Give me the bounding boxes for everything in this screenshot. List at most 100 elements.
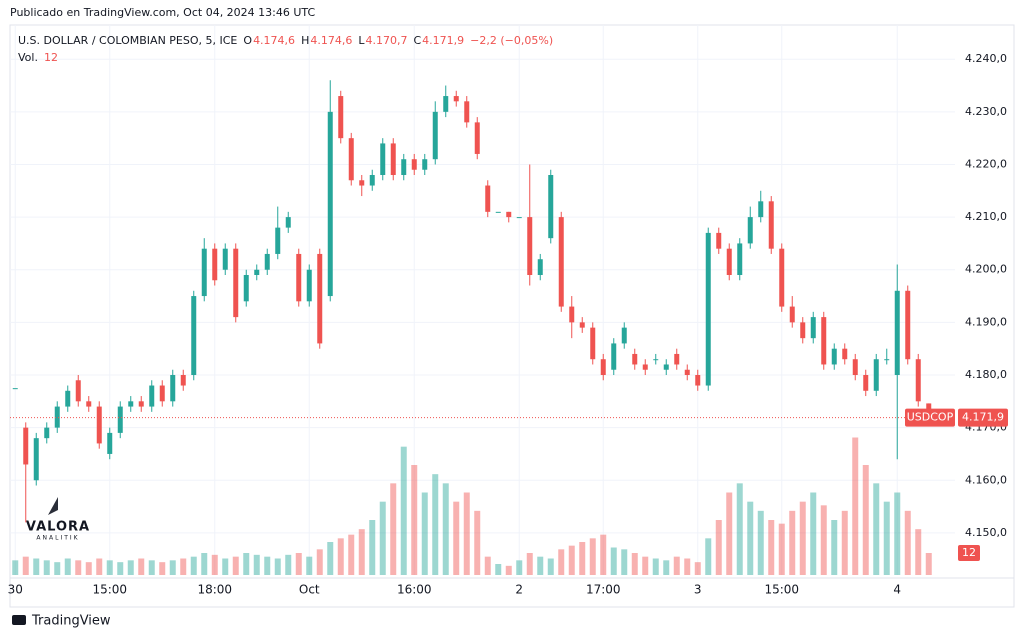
volume-bar — [736, 483, 743, 575]
candle-body — [75, 380, 81, 402]
candle-body — [684, 369, 690, 375]
candle-body — [464, 101, 470, 123]
candle-body — [107, 432, 113, 454]
x-tick-label: 3 — [694, 583, 702, 597]
volume-bar — [820, 505, 827, 575]
candle-body — [558, 217, 564, 307]
volume-bar — [253, 554, 260, 575]
candle-body — [432, 111, 438, 160]
volume-bar — [505, 565, 512, 575]
candle-body — [632, 353, 638, 365]
candle-body — [915, 359, 921, 402]
logo-subtext: ANALITIK — [36, 535, 79, 542]
ohlc-value: 4.171,9 — [422, 34, 464, 47]
x-tick-label: 17:00 — [586, 583, 621, 597]
volume-bar — [789, 510, 796, 575]
symbol-title: U.S. DOLLAR / COLOMBIAN PESO, 5, ICE — [18, 34, 237, 47]
candle-body — [422, 159, 428, 170]
volume-bar — [463, 492, 470, 575]
volume-bar — [526, 553, 533, 575]
candle-body — [747, 217, 753, 244]
volume-title: Vol. — [18, 51, 38, 64]
candle-body — [663, 364, 669, 370]
candle-body — [873, 359, 879, 391]
candle-body — [86, 401, 92, 407]
candle-body — [233, 248, 239, 318]
frame — [9, 24, 1015, 608]
candle-body — [443, 96, 449, 112]
candle-body — [180, 375, 186, 386]
candle-body — [852, 359, 858, 375]
candle-body — [674, 353, 680, 365]
candle-body — [453, 96, 459, 102]
volume-bar — [894, 492, 901, 575]
logo-text: VALORA — [26, 520, 90, 535]
candle-body — [789, 306, 795, 323]
candle-body — [23, 427, 29, 465]
volume-bar — [295, 553, 302, 575]
volume-bar — [852, 437, 859, 575]
y-tick-label: 4.210,0 — [965, 210, 1007, 223]
candle-body — [117, 406, 123, 433]
y-tick-label: 4.230,0 — [965, 105, 1007, 118]
candle-body — [842, 348, 848, 360]
candle-body — [275, 227, 281, 254]
candle-body — [380, 143, 386, 175]
candle-body — [863, 375, 869, 391]
volume-bar — [180, 558, 187, 575]
volume-bar — [715, 520, 722, 575]
volume-bar — [694, 562, 701, 575]
volume-bar — [285, 554, 292, 575]
candle-body — [390, 143, 396, 175]
candle-body — [485, 185, 491, 212]
volume-bar — [316, 549, 323, 575]
candle-body — [327, 111, 333, 297]
change: −2,2 (−0,05%) — [470, 34, 553, 47]
volume-bar — [75, 560, 82, 575]
candle-body — [705, 232, 711, 386]
volume-bar — [190, 556, 197, 575]
candle-body — [800, 322, 806, 339]
y-tick-label: 4.150,0 — [965, 526, 1007, 539]
volume-bar — [169, 560, 176, 575]
volume-bar — [148, 560, 155, 575]
volume-bar — [600, 534, 607, 575]
valora-logo: VALORA ANALITIK — [26, 497, 90, 542]
volume-bar — [232, 556, 239, 575]
candle-body — [243, 275, 249, 302]
candle-body — [495, 211, 501, 213]
candle-body — [149, 385, 155, 407]
candle-body — [768, 201, 774, 249]
volume-bar — [904, 510, 911, 575]
volume-bar — [85, 562, 92, 575]
candle-body — [716, 232, 722, 249]
y-tick-label: 4.220,0 — [965, 157, 1007, 170]
volume-bar — [12, 560, 19, 575]
x-tick-label: 15:00 — [764, 583, 799, 597]
candle-body — [579, 322, 585, 328]
volume-bar — [274, 558, 281, 575]
candle-body — [474, 122, 480, 154]
volume-bar — [883, 501, 890, 575]
candle-body — [44, 427, 50, 439]
volume-bar — [610, 547, 617, 575]
x-tick-label: 2 — [515, 583, 523, 597]
volume-bar — [201, 553, 208, 575]
volume-value: 12 — [44, 51, 58, 64]
volume-bar — [432, 474, 439, 575]
x-tick-label: Oct — [299, 583, 320, 597]
volume-bar — [243, 553, 250, 575]
candle-body — [726, 248, 732, 275]
volume-bar — [411, 465, 418, 575]
volume-value-label: 12 — [962, 546, 976, 559]
candle-body — [401, 159, 407, 175]
candle-body — [653, 359, 659, 361]
symbol-label: USDCOP — [907, 411, 954, 424]
candle-body — [159, 385, 165, 402]
candle-body — [758, 201, 764, 218]
volume-bar — [43, 560, 50, 575]
volume-bar — [652, 558, 659, 575]
candle-body — [296, 253, 302, 302]
